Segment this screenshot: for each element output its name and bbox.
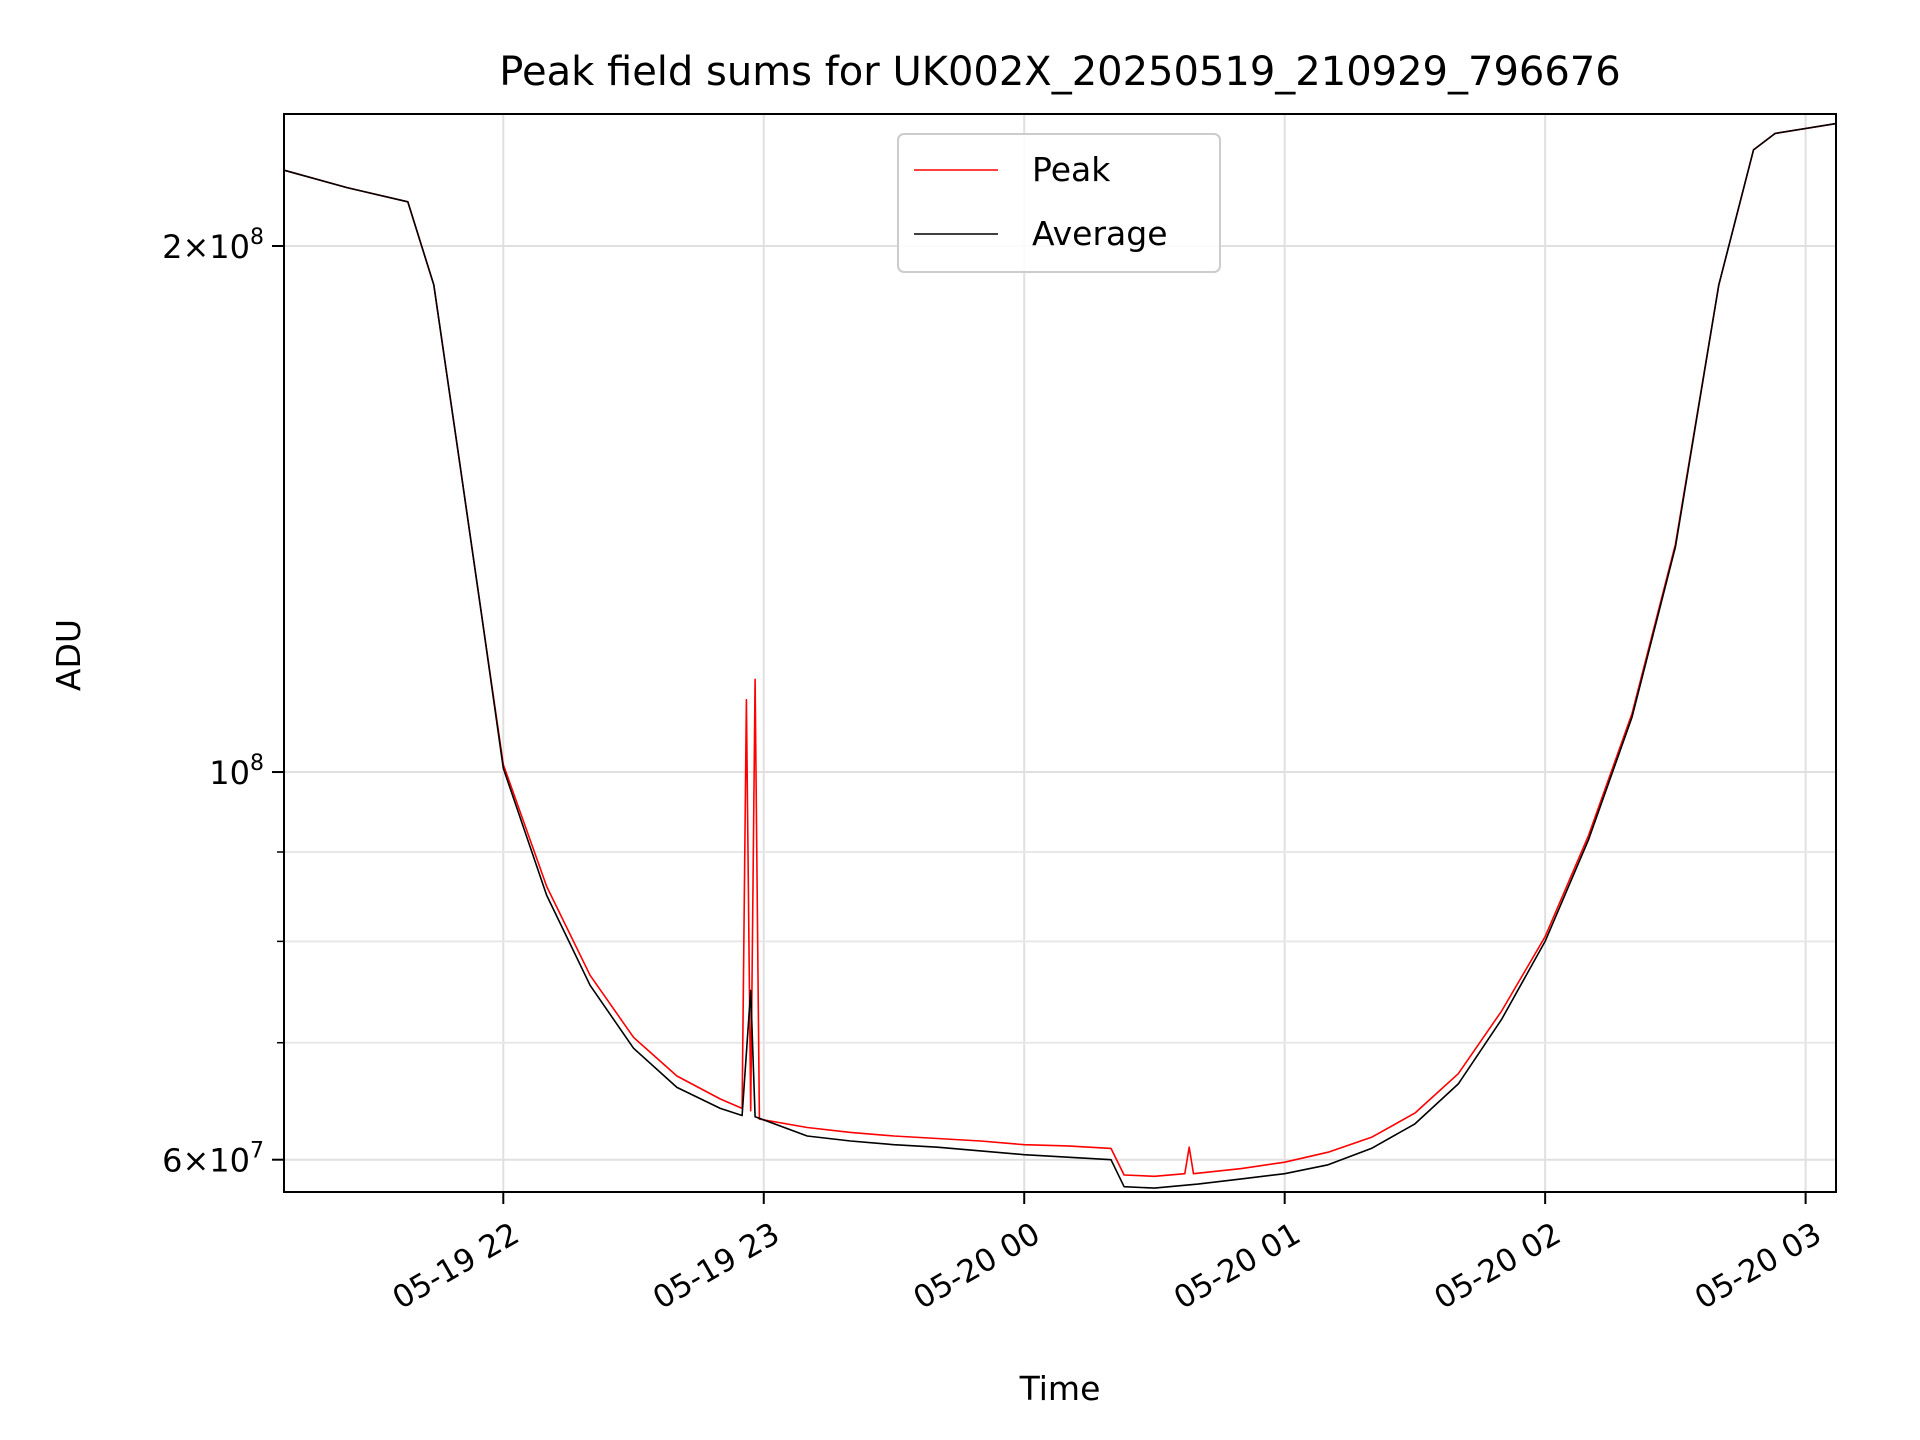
legend-label: Average [1032, 214, 1168, 253]
legend-label: Peak [1032, 150, 1111, 189]
series-line-average [283, 122, 1837, 1189]
legend: Peak Average [897, 133, 1221, 273]
series-line-peak [283, 122, 1837, 1178]
y-axis-label: ADU [49, 619, 88, 691]
plot-frame [283, 113, 1837, 1193]
grid-layer [284, 114, 1836, 1192]
x-axis-label: Time [1019, 1369, 1101, 1408]
chart-title: Peak field sums for UK002X_20250519_2109… [499, 49, 1620, 95]
legend-box [897, 133, 1221, 273]
y-tick-label: 6×107 [162, 1139, 264, 1180]
series-layer [283, 122, 1837, 1189]
y-tick-label: 108 [209, 751, 264, 792]
y-tick-label: 2×108 [162, 225, 264, 266]
